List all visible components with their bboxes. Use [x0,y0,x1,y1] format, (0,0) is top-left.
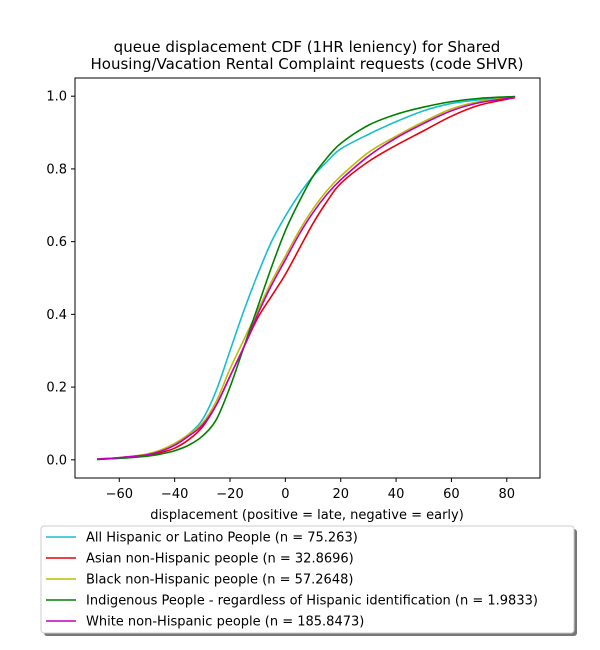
legend-label: White non-Hispanic people (n = 185.8473) [86,615,364,630]
legend-label: Indigenous People - regardless of Hispan… [86,594,538,609]
legend-entries: All Hispanic or Latino People (n = 75.26… [46,531,538,630]
series-line-1 [97,96,516,460]
legend-label: Black non-Hispanic people (n = 57.2648) [86,573,353,588]
series-line-2 [97,96,516,460]
x-tick-label: −40 [161,487,188,502]
x-tick-label: 60 [443,487,460,502]
legend: All Hispanic or Latino People (n = 75.26… [40,525,577,636]
y-tick-label: 0.8 [46,162,67,177]
x-tick-label: 0 [281,487,289,502]
y-tick-label: 0.0 [46,453,67,468]
series-line-4 [97,95,516,461]
y-tick-label: 0.4 [46,308,67,323]
chart-title-line-2: Housing/Vacation Rental Complaint reques… [91,55,524,73]
y-tick-label: 1.0 [46,90,67,105]
ticks-layer: −60 −40 −20 0 20 40 60 80 0.0 0.2 0.4 0.6 0.8 1.0 [46,90,515,502]
series-line-5 [97,96,516,460]
series-layer [97,95,516,461]
x-tick-label: 40 [388,487,405,502]
legend-box [40,525,575,634]
plot-frame [74,77,541,479]
x-tick-label: −60 [106,487,133,502]
x-tick-label: −20 [216,487,243,502]
x-tick-label: 20 [332,487,349,502]
y-tick-label: 0.2 [46,381,67,396]
y-tick-label: 0.6 [46,235,67,250]
series-line-3 [97,96,516,460]
chart-title-line-1: queue displacement CDF (1HR leniency) fo… [114,38,501,56]
legend-label: All Hispanic or Latino People (n = 75.26… [86,531,358,546]
x-axis-label: displacement (positive = late, negative … [150,508,464,523]
legend-label: Asian non-Hispanic people (n = 32.8696) [86,552,354,567]
x-tick-label: 80 [499,487,516,502]
